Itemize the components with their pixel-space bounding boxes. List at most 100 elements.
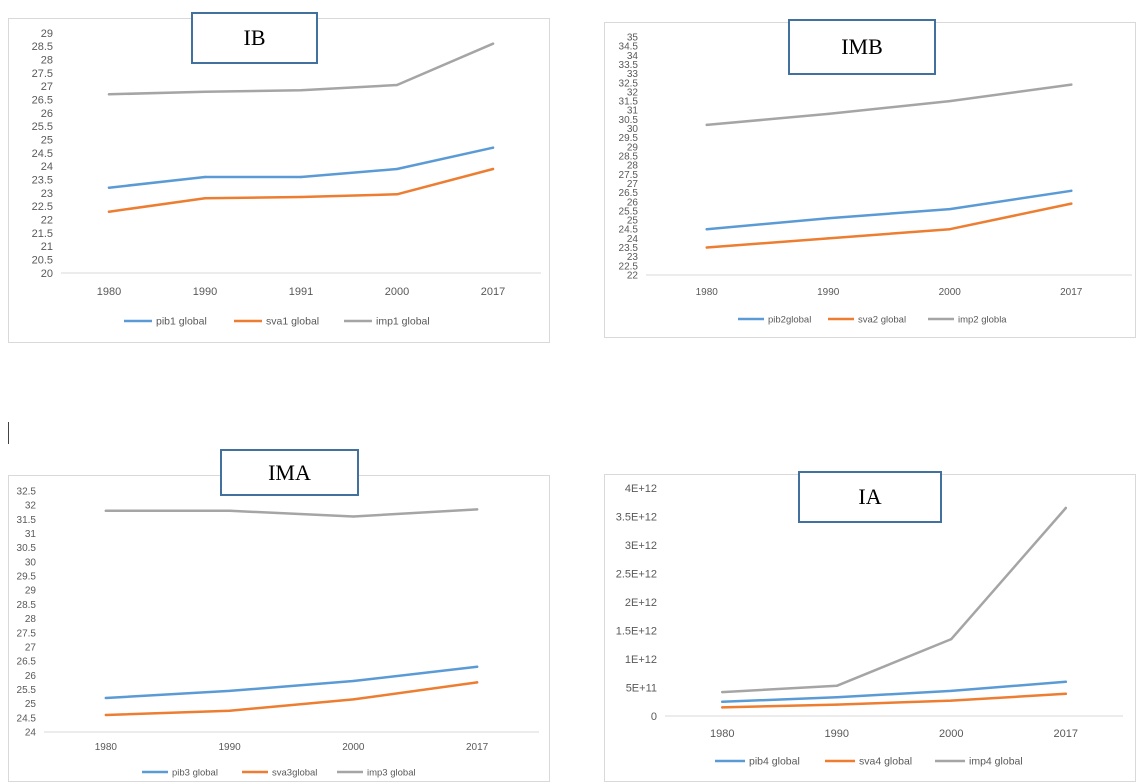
data-point — [299, 89, 303, 92]
x-tick-label: 1991 — [289, 286, 313, 298]
data-point — [104, 696, 108, 700]
x-tick-label: 1980 — [710, 728, 734, 740]
data-point — [352, 679, 355, 683]
data-point — [827, 237, 830, 240]
y-tick-label: 29.5 — [17, 572, 37, 583]
data-point — [1070, 189, 1073, 192]
series-line-sva1-global — [107, 167, 495, 213]
x-tick-label: 2017 — [466, 742, 489, 753]
y-tick-label: 23.5 — [619, 243, 639, 254]
y-tick-label: 25.5 — [32, 121, 53, 133]
legend-label: sva2 global — [858, 314, 906, 325]
data-point — [203, 90, 207, 93]
data-point — [721, 700, 724, 703]
y-tick-label: 26.5 — [619, 188, 639, 199]
chart-panel-ib: 20 20.5 21 21.5 22 22.5 23 23.5 24 24.5 25 25.5 26 26… — [8, 18, 550, 343]
y-tick-label: 20.5 — [32, 255, 53, 267]
y-tick-label: 29 — [25, 586, 37, 597]
y-tick-label: 2.5E+12 — [616, 568, 657, 580]
y-tick-label: 26.5 — [17, 657, 37, 668]
data-point — [950, 699, 953, 702]
y-tick-label: 31 — [25, 529, 37, 540]
y-tick-label: 32 — [25, 501, 37, 512]
legend-label: imp4 global — [969, 756, 1023, 768]
legend-label: pib4 global — [749, 756, 800, 768]
data-point — [395, 193, 399, 196]
y-tick-label: 26 — [627, 197, 639, 208]
data-point — [950, 689, 953, 693]
data-point — [705, 228, 708, 231]
chart-svg-ia: 0 5E+11 1E+12 1.5E+12 2E+12 2.5E+12 3E+12 3.5E+… — [616, 483, 1123, 768]
legend-label: pib2global — [768, 314, 811, 325]
data-point — [721, 690, 724, 694]
x-tick-label: 2000 — [939, 287, 962, 298]
series-line-imp4-global — [721, 506, 1068, 694]
chart-title-ia: IA — [798, 471, 942, 523]
y-tick-label: 30.5 — [17, 543, 37, 554]
data-point — [475, 665, 479, 668]
data-point — [203, 197, 207, 200]
x-tick-label: 2017 — [1054, 728, 1078, 740]
x-tick-label: 2000 — [939, 728, 963, 740]
chart-title-ib: IB — [191, 12, 318, 64]
y-tick-label: 30 — [25, 557, 37, 568]
legend-label: sva1 global — [266, 316, 319, 328]
data-point — [948, 228, 951, 231]
data-point — [705, 123, 708, 127]
y-tick-label: 28 — [25, 614, 37, 625]
data-point — [203, 175, 207, 179]
data-point — [948, 207, 951, 211]
data-point — [827, 112, 830, 116]
data-point — [107, 210, 111, 213]
y-tick-label: 31.5 — [619, 97, 639, 108]
chart-svg-ima: 24 24.5 25 25.5 26 26.5 27 27.5 28 28.5 29 29.5 30 30… — [17, 487, 539, 778]
x-tick-label: 1990 — [193, 286, 217, 298]
legend-label: pib3 global — [172, 767, 218, 778]
y-tick-label: 23 — [41, 188, 53, 200]
chart-title-imb: IMB — [788, 19, 936, 75]
chart-panel-ia: 0 5E+11 1E+12 1.5E+12 2E+12 2.5E+12 3E+12 3.5E+… — [604, 474, 1136, 782]
chart-title-ima: IMA — [220, 449, 359, 496]
y-tick-label: 23 — [627, 252, 639, 263]
y-tick-label: 4E+12 — [625, 483, 657, 495]
data-point — [948, 99, 951, 103]
y-tick-label: 29 — [41, 28, 53, 40]
data-point — [352, 515, 355, 518]
data-point — [1070, 202, 1073, 205]
y-tick-label: 21 — [41, 241, 53, 253]
data-point — [395, 167, 399, 171]
data-point — [395, 83, 399, 87]
y-tick-label: 23.5 — [32, 175, 53, 187]
data-point — [107, 93, 111, 96]
data-point — [835, 703, 838, 706]
y-tick-label: 26.5 — [32, 95, 53, 107]
y-tick-label: 5E+11 — [626, 682, 657, 694]
y-tick-label: 34 — [627, 51, 639, 62]
y-tick-label: 31.5 — [17, 515, 37, 526]
chart-svg-imb: 2222.52323.52424.52525.52626.52727.52828… — [619, 33, 1132, 325]
chart-panel-ima: 24 24.5 25 25.5 26 26.5 27 27.5 28 28.5 29 29.5 30 30… — [8, 475, 550, 782]
y-tick-label: 25 — [25, 699, 37, 710]
y-tick-label: 27 — [41, 81, 53, 93]
y-tick-label: 24.5 — [32, 148, 53, 160]
data-point — [950, 637, 953, 641]
y-tick-label: 31 — [627, 106, 639, 117]
x-tick-label: 2000 — [385, 286, 409, 298]
y-tick-label: 3E+12 — [625, 540, 657, 552]
y-tick-label: 33 — [627, 69, 639, 80]
series-line-pib1-global — [107, 146, 495, 189]
y-tick-label: 30.5 — [619, 115, 639, 126]
y-tick-label: 26 — [25, 671, 37, 682]
data-point — [705, 246, 708, 249]
data-point — [104, 713, 108, 717]
data-point — [228, 509, 231, 513]
text-cursor — [8, 422, 9, 444]
y-tick-label: 26 — [41, 108, 53, 120]
series-line-pib3-global — [104, 665, 479, 700]
y-tick-label: 27.5 — [32, 68, 53, 80]
x-tick-label: 1980 — [696, 287, 719, 298]
y-tick-label: 22.5 — [619, 261, 639, 272]
y-tick-label: 22 — [627, 271, 639, 282]
data-point — [299, 175, 303, 179]
series-line-sva4-global — [721, 692, 1068, 709]
